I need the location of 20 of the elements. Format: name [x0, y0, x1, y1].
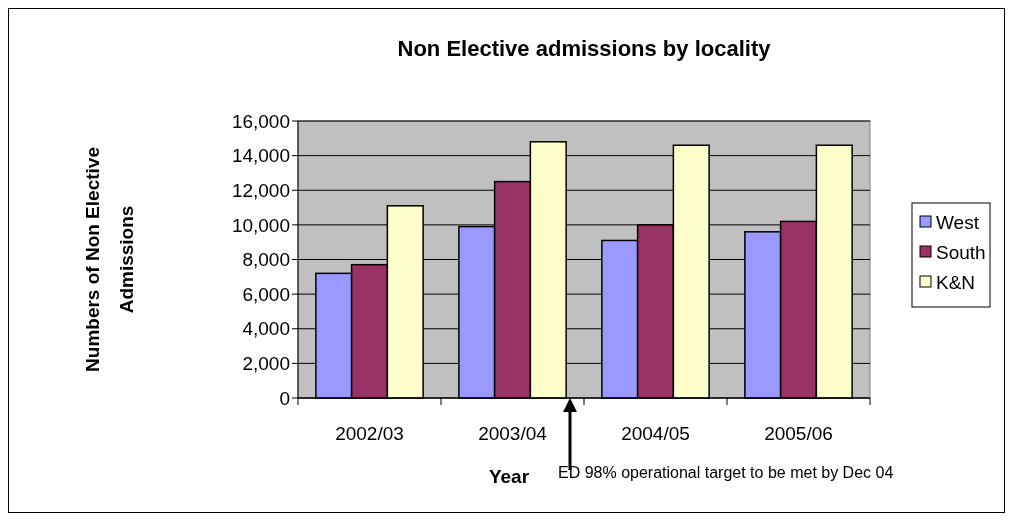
legend-label: South [936, 241, 986, 263]
y-tick-label: 4,000 [242, 318, 290, 340]
y-tick-label: 8,000 [242, 249, 290, 271]
x-tick-label: 2004/05 [621, 423, 690, 444]
y-axis-title: Numbers of Non Elective Admissions [82, 147, 138, 372]
x-tick-label: 2005/06 [764, 423, 833, 444]
y-tick-label: 16,000 [231, 110, 290, 132]
text: ED 98% operational target to be met by Dec 04 [558, 464, 894, 481]
y-tick-label: 2,000 [242, 353, 290, 375]
chart-title: Non Elective admissions by locality [397, 36, 772, 61]
y-tick-label: 6,000 [242, 283, 290, 305]
y-tick-label: 0 [279, 387, 290, 409]
y-tick-label: 10,000 [231, 214, 290, 236]
legend-label: K&N [936, 271, 976, 293]
legend-label: West [936, 211, 980, 233]
x-tick-label: 2002/03 [335, 423, 404, 444]
x-tick-label: 2003/04 [478, 423, 548, 444]
y-tick-label: 14,000 [231, 145, 290, 167]
x-axis-title: Year [488, 466, 530, 487]
y-tick-label: 12,000 [231, 179, 290, 201]
